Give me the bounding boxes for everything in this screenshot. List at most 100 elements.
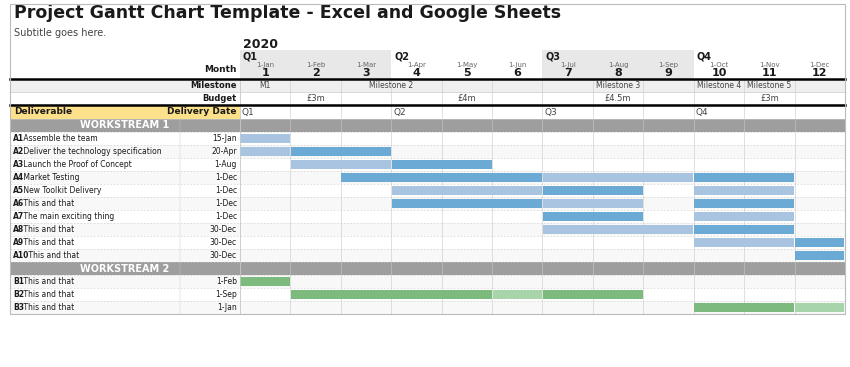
Bar (10, 275, 845, 288)
Bar (10, 119, 845, 132)
Text: Q3: Q3 (545, 108, 558, 116)
Text: A2: A2 (13, 147, 24, 156)
Bar (10, 288, 845, 301)
Text: £4m: £4m (457, 94, 476, 103)
Bar (10, 210, 845, 223)
Text: 5: 5 (463, 68, 471, 78)
Bar (10, 4, 845, 314)
Text: 12: 12 (812, 68, 828, 78)
Text: £4.5m: £4.5m (605, 94, 632, 103)
Text: 1-Jan: 1-Jan (218, 303, 237, 312)
Bar (291, 290, 491, 299)
Bar (241, 134, 290, 143)
Bar (240, 61, 391, 79)
Text: Launch the Proof of Concept: Launch the Proof of Concept (21, 160, 132, 169)
Bar (10, 249, 845, 262)
Bar (694, 186, 794, 195)
Bar (694, 61, 845, 79)
Text: A4: A4 (13, 173, 24, 182)
Bar (694, 199, 794, 208)
Bar (240, 119, 391, 314)
Text: Q4: Q4 (697, 51, 711, 62)
Text: 7: 7 (564, 68, 571, 78)
Bar (795, 303, 845, 312)
Text: Q1: Q1 (243, 51, 258, 62)
Text: 1-Jan: 1-Jan (256, 62, 275, 68)
Text: 1-Sep: 1-Sep (659, 62, 678, 68)
Bar (543, 199, 643, 208)
Text: Q3: Q3 (546, 51, 560, 62)
Bar (291, 147, 391, 156)
Bar (694, 50, 845, 61)
Text: 1: 1 (261, 68, 269, 78)
Text: 1-Mar: 1-Mar (356, 62, 376, 68)
Bar (391, 61, 542, 79)
Text: 1-Jul: 1-Jul (560, 62, 575, 68)
Text: Milestone 5: Milestone 5 (747, 81, 791, 90)
Bar (241, 147, 290, 156)
Text: Milestone 2: Milestone 2 (369, 81, 413, 90)
Text: Milestone 3: Milestone 3 (596, 81, 640, 90)
Text: Deliverable: Deliverable (14, 108, 72, 116)
Text: A9: A9 (13, 238, 24, 247)
Text: 8: 8 (615, 68, 622, 78)
Bar (543, 173, 694, 182)
Bar (10, 0, 845, 37)
Text: 1-Aug: 1-Aug (214, 160, 237, 169)
Text: Subtitle goes here.: Subtitle goes here. (14, 28, 106, 38)
Bar (542, 61, 694, 79)
Bar (240, 105, 845, 119)
Text: Q4: Q4 (696, 108, 708, 116)
Text: 1-Feb: 1-Feb (216, 277, 237, 286)
Bar (10, 301, 845, 314)
Text: Delivery Date: Delivery Date (167, 108, 237, 116)
Text: A8: A8 (13, 225, 25, 234)
Text: A6: A6 (13, 199, 24, 208)
Bar (10, 223, 845, 236)
Bar (10, 262, 845, 275)
Text: Deliver the technology specification: Deliver the technology specification (21, 147, 162, 156)
Bar (795, 238, 845, 247)
Bar (392, 199, 542, 208)
Text: Market Testing: Market Testing (21, 173, 80, 182)
Text: 1-Apr: 1-Apr (407, 62, 426, 68)
Text: Project Gantt Chart Template - Excel and Google Sheets: Project Gantt Chart Template - Excel and… (14, 4, 561, 22)
Text: 1-Dec: 1-Dec (215, 212, 237, 221)
Text: £3m: £3m (306, 94, 325, 103)
Text: Budget: Budget (203, 94, 237, 103)
Bar (10, 92, 845, 105)
Bar (10, 236, 845, 249)
Text: 1-Dec: 1-Dec (215, 173, 237, 182)
Text: 1-May: 1-May (456, 62, 478, 68)
Text: 1-Dec: 1-Dec (215, 186, 237, 195)
Text: 1-Feb: 1-Feb (306, 62, 326, 68)
Text: B2: B2 (13, 290, 24, 299)
Text: This and that: This and that (26, 251, 79, 260)
Bar (694, 212, 794, 221)
Text: 2: 2 (312, 68, 320, 78)
Text: 1-Sep: 1-Sep (215, 290, 237, 299)
Text: £3m: £3m (760, 94, 779, 103)
Text: This and that: This and that (21, 303, 75, 312)
Text: A5: A5 (13, 186, 24, 195)
Text: Milestone: Milestone (190, 81, 237, 90)
Text: A1: A1 (13, 134, 24, 143)
Text: 30-Dec: 30-Dec (210, 238, 237, 247)
Text: Month: Month (205, 65, 237, 75)
Bar (10, 145, 845, 158)
Text: 1-Nov: 1-Nov (759, 62, 779, 68)
Bar (493, 290, 542, 299)
Bar (694, 238, 794, 247)
Text: This and that: This and that (21, 225, 75, 234)
Text: 1-Oct: 1-Oct (710, 62, 728, 68)
Text: B3: B3 (13, 303, 24, 312)
Text: 1-Jun: 1-Jun (508, 62, 526, 68)
Text: 2020: 2020 (243, 38, 278, 51)
Bar (240, 50, 391, 61)
Bar (542, 50, 694, 61)
Bar (543, 212, 643, 221)
Bar (392, 160, 491, 169)
Text: 1-Aug: 1-Aug (608, 62, 628, 68)
Bar (342, 173, 542, 182)
Bar (241, 277, 290, 286)
